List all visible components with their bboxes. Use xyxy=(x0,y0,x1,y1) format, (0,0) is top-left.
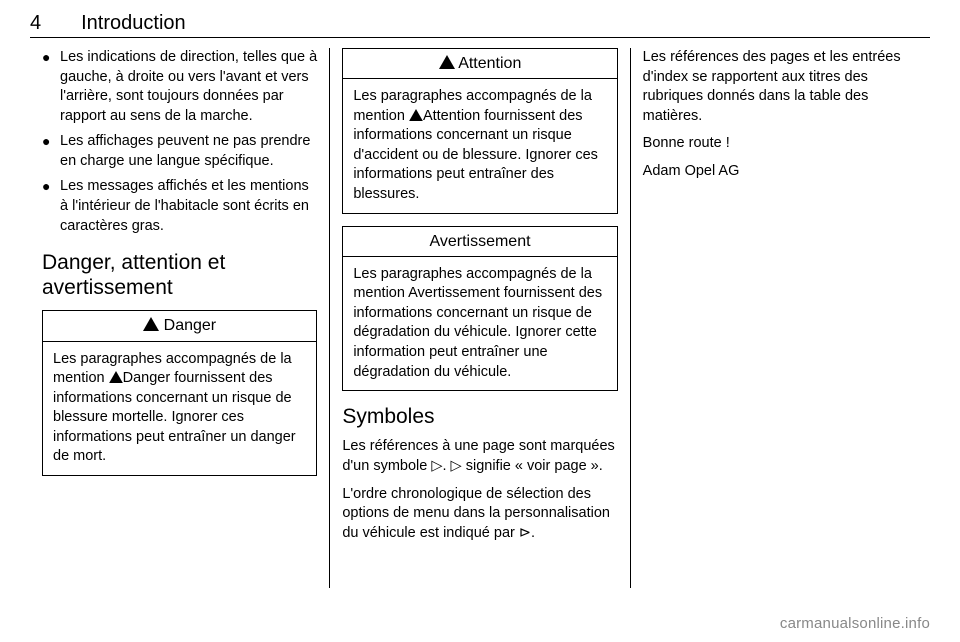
page: 4 Introduction ● Les indications de dire… xyxy=(0,0,960,642)
callout-avertissement: Avertissement Les paragraphes accompagné… xyxy=(342,226,617,392)
heading-danger-attention: Danger, attention et avertissement xyxy=(42,250,317,300)
bullet-text: Les affichages peuvent ne pas prendre en… xyxy=(60,132,317,171)
symboles-para-2: L'ordre chronologique de sélection des o… xyxy=(342,485,617,544)
column-2: Attention Les paragraphes accompagnés de… xyxy=(329,48,629,588)
bullet-text: Les indications de direction, telles que… xyxy=(60,48,317,126)
warning-triangle-icon xyxy=(143,317,159,331)
callout-attention: Attention Les paragraphes accompagnés de… xyxy=(342,48,617,214)
list-item: ● Les indications de direction, telles q… xyxy=(42,48,317,126)
col3-para-3: Adam Opel AG xyxy=(643,162,918,182)
warning-triangle-icon xyxy=(439,55,455,69)
column-3: Les références des pages et les entrées … xyxy=(630,48,930,588)
callout-danger-body: Les paragraphes accompagnés de la mentio… xyxy=(43,342,316,475)
bullet-icon: ● xyxy=(42,177,60,236)
callout-title-text: Avertissement xyxy=(429,233,530,250)
symboles-para-1: Les références à une page sont marquées … xyxy=(342,437,617,476)
callout-avert-body: Les paragraphes accompagnés de la mentio… xyxy=(343,257,616,390)
list-item: ● Les affichages peuvent ne pas prendre … xyxy=(42,132,317,171)
page-number: 4 xyxy=(30,12,41,35)
col3-para-1: Les références des pages et les entrées … xyxy=(643,48,918,126)
callout-attention-title: Attention xyxy=(343,49,616,79)
warning-triangle-icon xyxy=(409,109,423,121)
list-item: ● Les messages affichés et les mentions … xyxy=(42,177,317,236)
callout-danger: Danger Les paragraphes accompagnés de la… xyxy=(42,310,317,476)
bullet-list: ● Les indications de direction, telles q… xyxy=(42,48,317,236)
callout-title-text: Attention xyxy=(458,55,521,72)
warning-triangle-icon xyxy=(109,371,123,383)
heading-symboles: Symboles xyxy=(342,403,617,431)
callout-title-text: Danger xyxy=(164,317,216,334)
callout-attention-body: Les paragraphes accompagnés de la mentio… xyxy=(343,79,616,212)
callout-danger-title: Danger xyxy=(43,311,316,341)
columns: ● Les indications de direction, telles q… xyxy=(30,48,930,588)
callout-avert-title: Avertissement xyxy=(343,227,616,257)
footer-watermark: carmanualsonline.info xyxy=(780,615,930,632)
col3-para-2: Bonne route ! xyxy=(643,134,918,154)
column-1: ● Les indications de direction, telles q… xyxy=(30,48,329,588)
bullet-text: Les messages affichés et les mentions à … xyxy=(60,177,317,236)
bullet-icon: ● xyxy=(42,48,60,126)
section-title: Introduction xyxy=(81,12,186,35)
bullet-icon: ● xyxy=(42,132,60,171)
page-header: 4 Introduction xyxy=(30,12,930,38)
